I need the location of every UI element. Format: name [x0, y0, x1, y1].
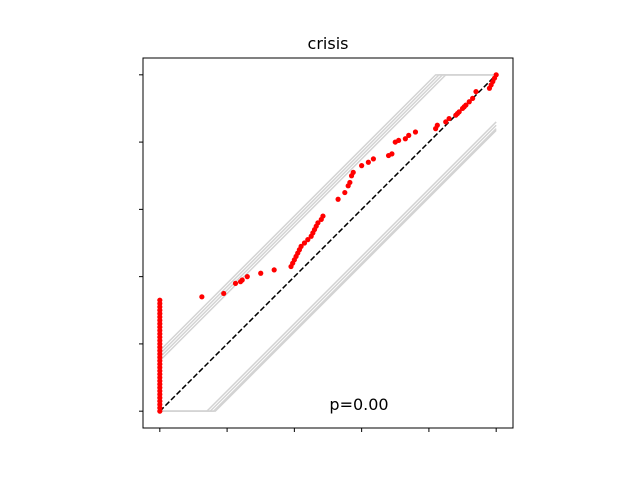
data-point [199, 294, 205, 300]
envelope-line [159, 124, 497, 412]
data-point [301, 240, 308, 246]
y-axis-ticks [139, 74, 143, 412]
data-point [305, 237, 311, 243]
data-point [402, 136, 408, 142]
plot-frame [142, 57, 514, 429]
data-point [396, 137, 402, 144]
data-point [221, 290, 227, 297]
data-point [157, 297, 163, 303]
data-point [365, 159, 371, 165]
envelope-line [159, 74, 497, 358]
data-point [298, 243, 304, 249]
data-point [470, 95, 476, 101]
data-point [315, 220, 321, 226]
data-points [157, 72, 499, 414]
data-point [493, 72, 499, 78]
p-value-annotation: p=0.00 [329, 395, 388, 414]
data-point [342, 189, 348, 196]
data-point [258, 270, 264, 276]
data-point [359, 163, 365, 169]
data-point [370, 156, 377, 162]
chart-title: crisis [308, 34, 349, 53]
data-point [434, 122, 440, 128]
data-point [446, 115, 452, 122]
reference-line [159, 74, 497, 412]
data-point [271, 267, 277, 273]
envelope-line [159, 74, 497, 352]
data-point [320, 213, 326, 219]
data-point [463, 102, 469, 108]
data-point [239, 277, 245, 283]
x-axis-ticks [159, 428, 497, 432]
data-point [456, 109, 462, 115]
data-point [244, 274, 250, 280]
envelope-line [159, 74, 497, 362]
data-point [412, 129, 419, 135]
envelope-line [159, 129, 497, 412]
data-point [389, 151, 395, 157]
envelope-line [159, 121, 497, 412]
data-point [350, 169, 356, 175]
data-point [232, 280, 239, 286]
data-point [347, 179, 353, 186]
data-point [335, 196, 341, 202]
data-point [473, 89, 479, 95]
envelope-line [159, 74, 497, 355]
data-point [406, 132, 412, 138]
envelope-line [159, 128, 497, 412]
data-point [466, 99, 472, 105]
envelope-lines [159, 74, 497, 412]
data-point [443, 119, 449, 125]
